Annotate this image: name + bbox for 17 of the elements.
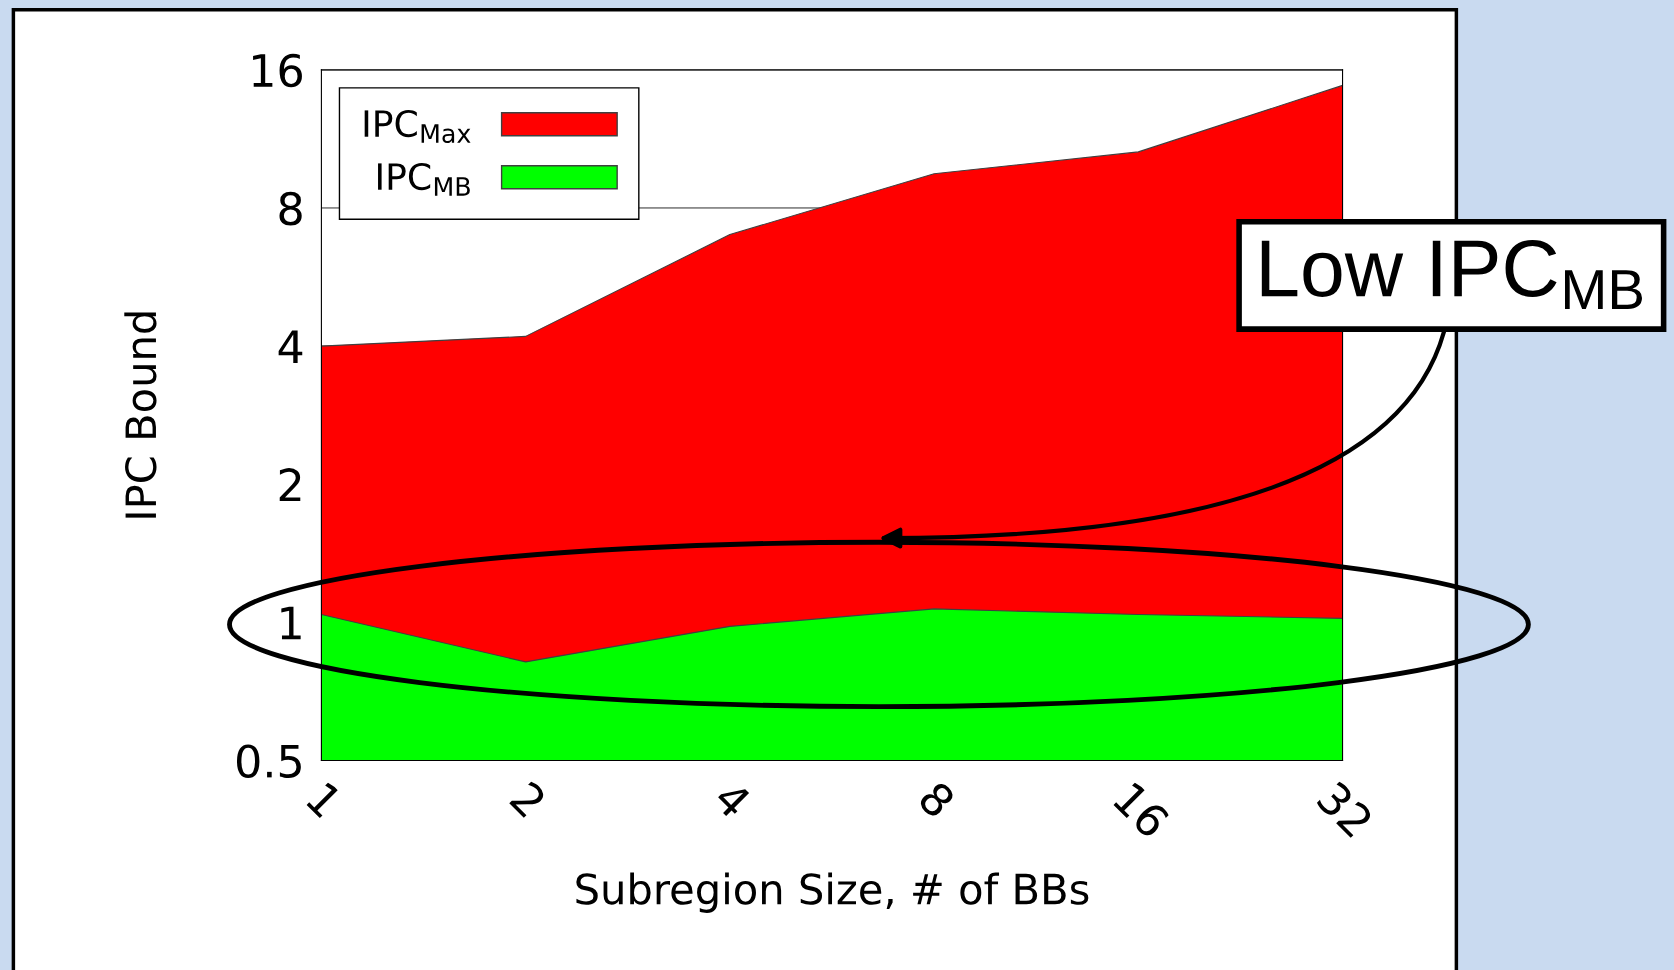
x-tick-label: 4 xyxy=(712,779,753,820)
y-tick-label: 4 xyxy=(278,330,303,363)
y-axis-title: IPC Bound xyxy=(124,312,157,518)
x-tick-label: 16 xyxy=(1112,781,1171,840)
x-tick-label: 32 xyxy=(1315,780,1375,839)
y-tick-label: 2 xyxy=(279,468,301,502)
y-tick-label: 0.5 xyxy=(236,744,301,778)
x-axis-title: Subregion Size, # of BBs xyxy=(576,872,1089,913)
x-tick-label: 1 xyxy=(306,781,343,819)
x-tick-label: 8 xyxy=(917,779,957,820)
y-tick-label: 1 xyxy=(281,606,301,640)
y-tick-label: 8 xyxy=(279,191,302,226)
y-tick-label: 16 xyxy=(253,53,302,88)
x-tick-label: 2 xyxy=(509,780,548,818)
legend-label: IPC$_{MB}$ xyxy=(378,162,470,196)
annotation: Low IPC$_{MB}$ xyxy=(1261,239,1642,309)
legend-label: IPC$_{Max}$ xyxy=(364,109,471,143)
